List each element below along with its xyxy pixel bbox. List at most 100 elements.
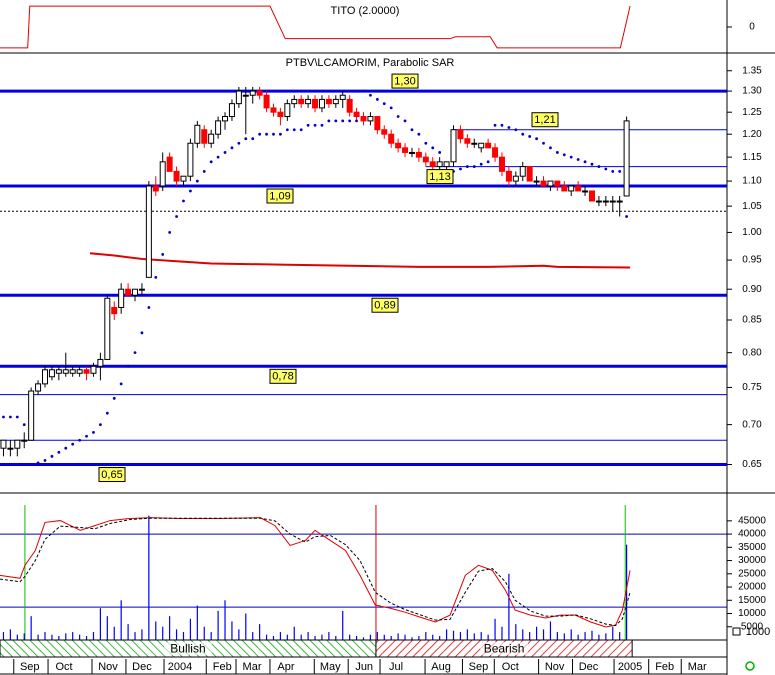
sar-dot: [168, 231, 172, 234]
candle-body: [208, 133, 215, 144]
volume-bar: [404, 634, 406, 640]
volume-bar: [383, 634, 385, 640]
candle-body: [595, 200, 602, 203]
sar-dot: [36, 461, 40, 465]
candle-body: [249, 90, 256, 96]
candle-body: [118, 288, 125, 308]
sar-dot: [459, 167, 462, 171]
candle-body: [194, 124, 201, 144]
x-tick-label: Jul: [389, 661, 403, 673]
sar-dot: [625, 215, 629, 218]
sar-dot: [562, 153, 566, 157]
level-label: 1,13: [429, 171, 450, 183]
x-tick-label: Dec: [132, 661, 152, 673]
panel-title: TITO (2.0000): [331, 5, 400, 17]
level-label: 0,89: [374, 300, 395, 312]
candle-body: [159, 161, 166, 187]
x-tick-label: May: [320, 661, 341, 673]
volume-bar: [425, 632, 427, 640]
volume-bar: [466, 629, 468, 640]
sar-dot: [382, 102, 386, 106]
sar-dot: [465, 165, 469, 168]
candle-body: [512, 175, 519, 182]
sar-dot: [479, 162, 483, 166]
volume-bar: [612, 626, 614, 640]
candle-body: [215, 120, 222, 135]
volume-bar: [480, 632, 482, 640]
sar-dot: [279, 132, 282, 136]
x-tick-label: Dec: [579, 661, 599, 673]
candle-body: [256, 90, 263, 96]
volume-bar: [127, 624, 129, 640]
sar-dot: [272, 132, 275, 136]
candle-body: [332, 98, 339, 105]
sar-dot: [292, 128, 296, 132]
volume-bar: [196, 605, 198, 640]
sar-dot: [126, 364, 130, 368]
y-tick-label: 0: [749, 22, 755, 33]
sar-dot: [327, 119, 331, 123]
candle-body: [526, 166, 533, 182]
x-tick-label: Oct: [55, 661, 72, 673]
candle-body: [395, 142, 402, 149]
candle-body: [429, 161, 436, 168]
sar-dot: [542, 141, 545, 145]
volume-bar: [473, 633, 475, 640]
volume-bar: [252, 632, 254, 640]
volume-bar: [99, 608, 101, 640]
candle-body: [242, 94, 249, 97]
x-tick-label: 2005: [618, 661, 642, 673]
sar-dot: [285, 128, 289, 132]
sar-dot: [112, 396, 116, 400]
sar-dot: [611, 169, 615, 173]
candle-body: [367, 116, 374, 122]
y-tick-label: 1.10: [742, 176, 762, 187]
volume-bar: [162, 626, 164, 640]
candle-body: [28, 390, 35, 441]
sar-dot: [175, 215, 178, 218]
sar-dot: [57, 450, 61, 454]
volume-bar: [231, 621, 233, 640]
volume-bar: [508, 573, 510, 640]
x-tick-label: Nov: [98, 661, 118, 673]
candle-body: [166, 156, 173, 172]
candle-body: [415, 151, 422, 158]
y-tick-label: 1.00: [742, 227, 762, 238]
volume-bar: [432, 634, 434, 640]
volume-bar: [314, 636, 316, 640]
volume-bar: [272, 636, 275, 640]
x-tick-label: Nov: [545, 661, 565, 673]
candle-body: [408, 151, 415, 154]
volume-bar: [155, 621, 157, 640]
y-tick-label: 45000: [738, 515, 766, 526]
volume-bar: [217, 610, 219, 640]
sar-dot: [140, 331, 144, 335]
candle-body: [353, 111, 360, 118]
candle-body: [561, 185, 568, 192]
indicator-line: [0, 5, 631, 49]
level-label-box: [391, 73, 419, 89]
sar-dot: [369, 93, 372, 97]
x-tick-label: Sep: [469, 661, 489, 673]
volume-bar: [321, 634, 323, 640]
sar-dot: [348, 119, 352, 123]
candle-body: [35, 383, 42, 392]
candle-body: [42, 369, 49, 385]
volume-bar: [376, 632, 378, 640]
candle-body: [443, 161, 450, 168]
candle-body: [277, 111, 284, 118]
y-tick-label: 0.95: [742, 255, 762, 266]
sar-dot: [549, 146, 552, 150]
x-tick-label: Apr: [277, 661, 294, 673]
candle-body: [76, 369, 83, 374]
candle-body: [478, 142, 485, 149]
candle-body: [346, 98, 353, 113]
sar-dot: [424, 141, 428, 145]
sar-dot: [223, 151, 227, 154]
candle-body: [374, 116, 381, 131]
candle-body: [568, 185, 575, 192]
candle-body: [138, 288, 145, 291]
sar-dot: [195, 179, 199, 183]
candle-body: [471, 142, 478, 145]
volume-bar: [619, 632, 621, 640]
